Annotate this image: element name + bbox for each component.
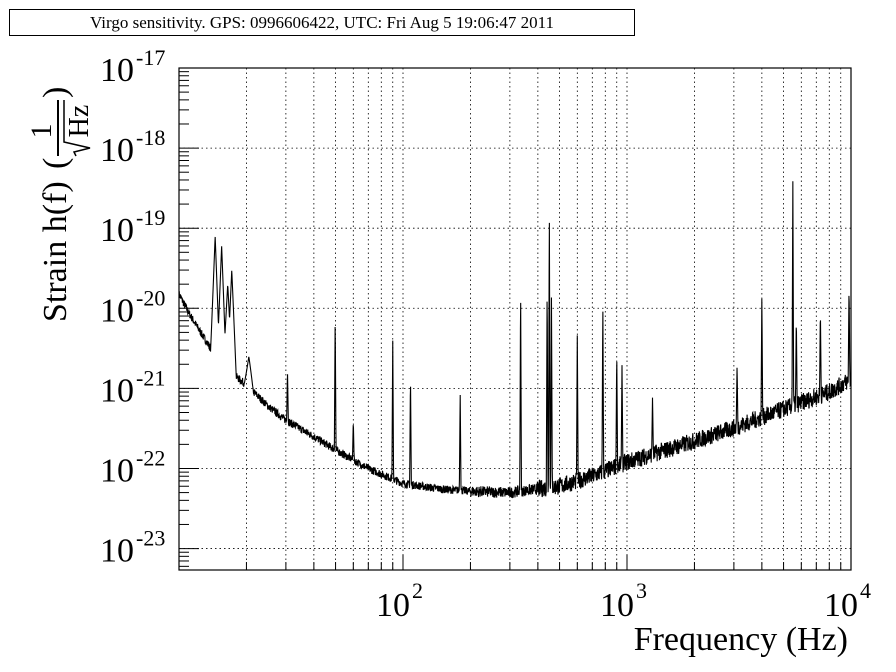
x-tick-exponent: 4 xyxy=(860,578,871,603)
y-tick-label: 10 -19 xyxy=(100,205,165,249)
x-tick-exponent: 2 xyxy=(412,578,423,603)
y-tick-label: 10 -23 xyxy=(100,526,165,570)
x-tick-exponent: 3 xyxy=(636,578,647,603)
y-tick-label: 10 -17 xyxy=(100,45,165,89)
y-tick-label: 10 -20 xyxy=(100,285,165,329)
y-tick-base: 10 xyxy=(100,292,134,329)
y-tick-base: 10 xyxy=(100,52,134,89)
y-tick-label: 10 -18 xyxy=(100,125,165,169)
y-tick-label: 10 -21 xyxy=(100,365,165,409)
y-axis-label-text: Strain h(f) xyxy=(37,181,74,322)
y-tick-exponent: -22 xyxy=(136,445,165,470)
x-tick-label: 10 2 xyxy=(376,578,423,624)
y-axis-unit-numerator: 1 xyxy=(25,124,58,139)
y-tick-exponent: -18 xyxy=(136,125,165,150)
y-tick-base: 10 xyxy=(100,132,134,169)
y-axis-label: Strain h(f) ( 1 Hz ) xyxy=(25,87,95,322)
x-tick-label: 10 3 xyxy=(600,578,647,624)
x-tick-labels: 10 2 10 3 10 4 xyxy=(376,578,871,624)
y-tick-base: 10 xyxy=(100,372,134,409)
y-tick-exponent: -23 xyxy=(136,526,165,551)
strain-curve xyxy=(178,181,852,499)
y-axis-label-paren-close: ) xyxy=(37,87,74,98)
y-tick-exponent: -21 xyxy=(136,365,165,390)
y-tick-base: 10 xyxy=(100,212,134,249)
y-axis-label-paren-open: ( xyxy=(37,158,74,169)
y-axis-unit-denominator: Hz xyxy=(64,105,95,138)
y-tick-exponent: -19 xyxy=(136,205,165,230)
x-tick-label: 10 4 xyxy=(824,578,871,624)
chart-title: Virgo sensitivity. GPS: 0996606422, UTC:… xyxy=(9,9,635,36)
x-tick-base: 10 xyxy=(600,587,634,624)
x-tick-base: 10 xyxy=(824,587,858,624)
y-tick-base: 10 xyxy=(100,452,134,489)
sqrt-sign-icon xyxy=(63,100,91,157)
plot-frame xyxy=(178,67,852,571)
x-axis-label: Frequency (Hz) xyxy=(634,621,848,658)
y-tick-exponent: -17 xyxy=(136,45,165,70)
axis-ticks xyxy=(179,67,842,570)
curve-layer xyxy=(178,181,852,499)
x-tick-base: 10 xyxy=(376,587,410,624)
y-tick-label: 10 -22 xyxy=(100,445,165,489)
y-tick-base: 10 xyxy=(100,533,134,570)
y-tick-exponent: -20 xyxy=(136,285,165,310)
